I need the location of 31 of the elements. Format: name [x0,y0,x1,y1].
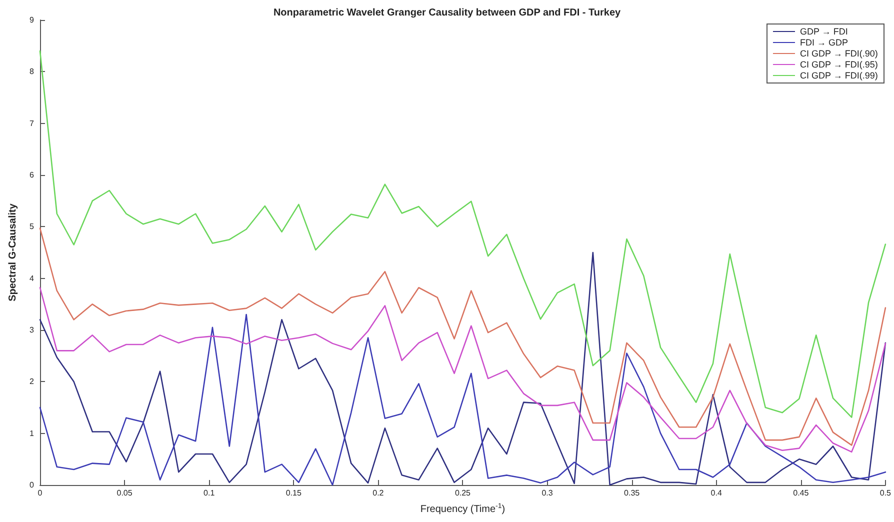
legend-label: CI GDP → FDI(.99) [800,70,878,80]
x-tick-label: 0.1 [204,488,216,498]
x-tick-label: 0.2 [372,488,384,498]
x-tick-label: 0.05 [116,488,133,498]
y-tick-label: 2 [30,377,35,386]
legend-label: FDI → GDP [800,38,848,48]
y-tick-label: 3 [30,326,35,334]
y-tick-label: 6 [30,170,35,180]
y-tick-label: 9 [30,16,35,24]
y-tick-label: 5 [30,222,35,232]
y-tick-label: 8 [30,67,35,76]
y-tick-label: 0 [30,480,35,490]
x-tick-label: 0.35 [624,488,640,498]
y-tick-label: 4 [30,274,35,283]
line-series [39,50,886,418]
y-axis-title: Spectral G-Causality [8,203,18,302]
y-tick-label: 1 [30,428,35,438]
line-series [39,228,886,446]
legend-label: CI GDP → FDI(.95) [800,60,878,70]
legend-label: CI GDP → FDI(.90) [800,48,878,58]
x-tick-label: 0.15 [286,488,302,498]
chart-title: Nonparametric Wavelet Granger Causality between GDP and FDI - Turkey [273,8,621,18]
x-tick-label: 0 [38,488,43,498]
x-tick-label: 0.45 [793,488,810,498]
x-tick-label: 0.25 [454,488,472,498]
x-tick-label: 0.4 [710,488,722,498]
y-tick-label: 7 [30,118,35,128]
line-series [39,286,886,453]
x-tick-label: 0.5 [880,488,892,498]
legend-label: GDP → FDI [800,26,848,36]
x-tick-label: 0.3 [542,488,554,498]
